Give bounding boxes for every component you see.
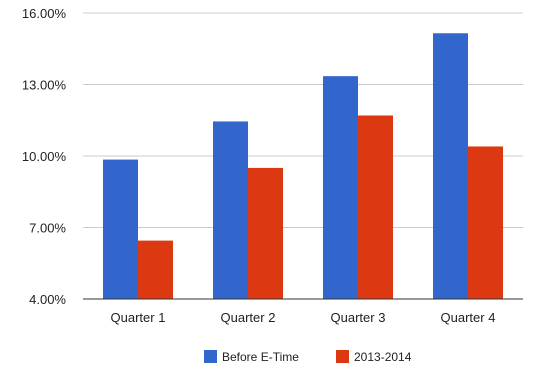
bar-2013-2014 — [138, 240, 173, 299]
bar-2013-2014 — [248, 167, 283, 299]
y-tick-label: 7.00% — [29, 221, 66, 236]
bars — [103, 33, 503, 300]
bar-before-e-time — [213, 121, 248, 299]
y-axis: 4.00% 7.00% 10.00% 13.00% 16.00% — [22, 6, 67, 307]
bar-before-e-time — [103, 159, 138, 299]
bar-before-e-time — [433, 33, 468, 300]
legend-label: 2013-2014 — [354, 350, 412, 364]
y-tick-label: 16.00% — [22, 6, 67, 21]
bar-2013-2014 — [358, 115, 393, 299]
bar-2013-2014 — [468, 146, 503, 299]
y-tick-label: 13.00% — [22, 78, 67, 93]
legend-label: Before E-Time — [222, 350, 299, 364]
x-tick-label: Quarter 3 — [331, 310, 386, 325]
x-axis: Quarter 1 Quarter 2 Quarter 3 Quarter 4 — [111, 310, 496, 325]
legend: Before E-Time 2013-2014 — [204, 350, 412, 364]
y-tick-label: 4.00% — [29, 292, 66, 307]
x-tick-label: Quarter 4 — [441, 310, 496, 325]
x-tick-label: Quarter 1 — [111, 310, 166, 325]
x-tick-label: Quarter 2 — [221, 310, 276, 325]
legend-swatch — [336, 350, 349, 363]
y-tick-label: 10.00% — [22, 149, 67, 164]
bar-before-e-time — [323, 76, 358, 300]
legend-swatch — [204, 350, 217, 363]
